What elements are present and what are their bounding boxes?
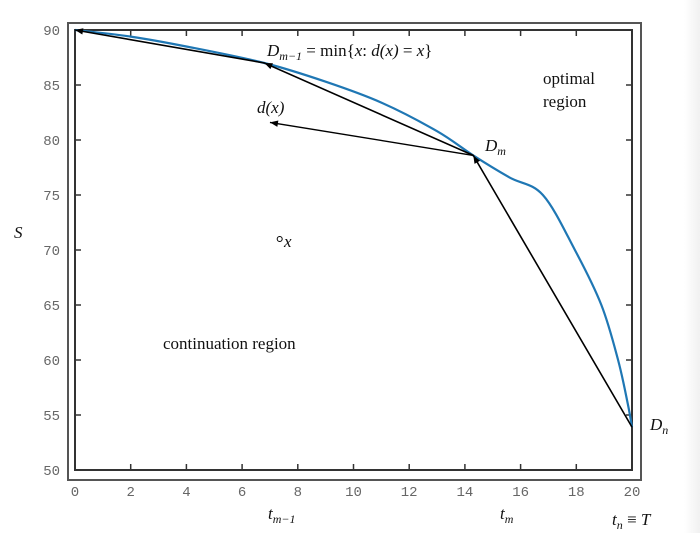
dx-arrow: [269, 121, 474, 157]
outer-frame: [67, 22, 642, 481]
x-tick-label: 6: [238, 485, 246, 501]
dm1-annotation: Dm−1 = min{x: d(x) = x}: [266, 41, 432, 63]
y-tick-label: 70: [43, 244, 60, 260]
x-tick-label: 4: [182, 485, 190, 501]
tm1-label: tm−1: [268, 504, 296, 526]
x-tick-label: 20: [624, 485, 641, 501]
tm-label: tm: [500, 504, 514, 526]
y-tick-label: 80: [43, 134, 60, 150]
y-tick-label: 50: [43, 464, 60, 480]
x-tick-label: 18: [568, 485, 585, 501]
boundary-curve: [74, 28, 634, 428]
polyline-arrowhead: [264, 63, 273, 70]
dn-label: Dn: [649, 415, 668, 437]
optimal-region-label-line1: optimal: [543, 69, 595, 88]
dx-arrowhead: [269, 120, 279, 127]
y-tick-label: 90: [43, 24, 60, 40]
y-tick-label: 75: [43, 189, 60, 205]
optimal-region-label-line2: region: [543, 92, 587, 111]
y-tick-label: 65: [43, 299, 60, 315]
dx-label: d(x): [257, 98, 285, 117]
page-edge: [684, 0, 700, 533]
point-x-label: x: [283, 232, 292, 251]
tn-equals-T-label: tn ≡ T: [612, 510, 652, 532]
y-tick-label: 55: [43, 409, 60, 425]
x-tick-label: 0: [71, 485, 79, 501]
y-axis-label: S: [14, 223, 23, 242]
y-tick-label: 85: [43, 79, 60, 95]
y-tick-label: 60: [43, 354, 60, 370]
x-tick-label: 2: [126, 485, 134, 501]
approximation-polyline: [74, 29, 633, 428]
point-x-marker: [276, 236, 283, 242]
polyline-arrowhead: [473, 155, 481, 164]
x-tick-label: 10: [345, 485, 362, 501]
polyline-arrowhead: [75, 28, 84, 35]
x-tick-label: 14: [456, 485, 473, 501]
x-tick-label: 16: [512, 485, 529, 501]
x-tick-label: 8: [294, 485, 302, 501]
x-tick-label: 12: [401, 485, 418, 501]
dm-label: Dm: [484, 136, 506, 158]
continuation-region-label: continuation region: [163, 334, 296, 353]
